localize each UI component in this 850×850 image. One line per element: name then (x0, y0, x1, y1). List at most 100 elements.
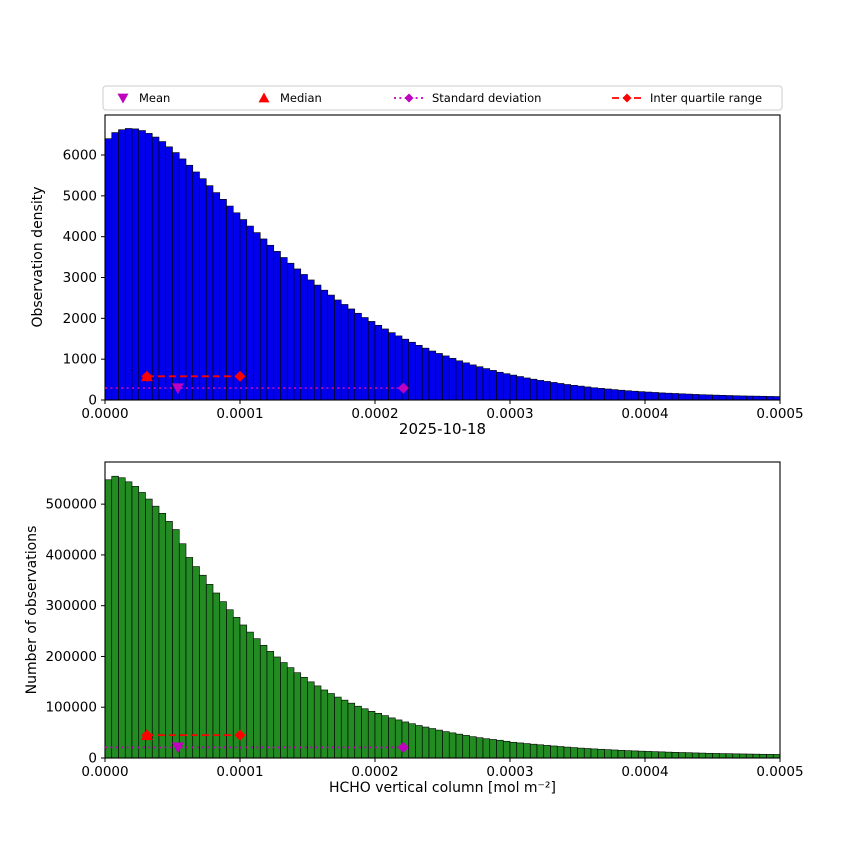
histogram-bar (111, 132, 119, 401)
histogram-bar (415, 725, 423, 759)
histogram-bar (502, 373, 511, 401)
x-tick-label: 0.0005 (756, 764, 803, 780)
legend-entry: Inter quartile range (612, 91, 762, 105)
histogram-bar (475, 737, 484, 759)
histogram-bar (381, 715, 389, 759)
histogram-bar (496, 371, 504, 401)
histogram-bar (212, 592, 221, 759)
histogram-bar (286, 262, 295, 401)
histogram-bar (354, 312, 362, 401)
histogram-bar (556, 383, 565, 401)
histogram-bar (185, 557, 194, 759)
x-tick-label: 0.0004 (621, 764, 668, 780)
histogram-bar (246, 631, 254, 759)
histogram-bar (253, 638, 261, 759)
median-marker (140, 729, 153, 740)
histogram-bar (671, 393, 680, 401)
top-histogram-bars (104, 128, 781, 401)
histogram-bar (705, 752, 713, 759)
histogram-bar (347, 702, 356, 759)
x-tick-label: 0.0005 (756, 406, 803, 422)
histogram-bar (718, 753, 727, 759)
iqr-marker (234, 729, 246, 741)
histogram-bar (280, 662, 288, 759)
histogram-bar (145, 133, 153, 401)
histogram-bar (361, 708, 369, 759)
y-tick-label: 4000 (63, 229, 97, 245)
histogram-bar (462, 362, 470, 401)
histogram-bar (111, 475, 119, 759)
histogram-bar (334, 696, 342, 759)
top-stat-markers (105, 370, 409, 395)
y-tick-label: 0 (88, 393, 97, 409)
histogram-bar (442, 355, 450, 401)
histogram-bar (138, 130, 146, 401)
histogram-bar (536, 744, 545, 759)
histogram-bar (442, 731, 450, 759)
y-tick-label: 3000 (63, 270, 97, 286)
histogram-bar (651, 392, 659, 401)
histogram-bar (145, 498, 153, 759)
histogram-bar (570, 385, 578, 401)
histogram-bar (658, 751, 666, 759)
histogram-bar (570, 747, 578, 759)
histogram-bar (178, 158, 187, 401)
histogram-bar (516, 742, 524, 759)
histogram-bar (421, 726, 430, 759)
histogram-bar (313, 685, 322, 759)
histogram-bar (192, 566, 200, 759)
histogram-bar (482, 368, 491, 401)
histogram-bar (435, 353, 443, 401)
histogram-bar (455, 360, 464, 401)
histogram-bar (685, 752, 693, 759)
histogram-bar (752, 395, 761, 401)
histogram-bar (104, 479, 113, 759)
legend-label: Inter quartile range (650, 91, 762, 105)
y-tick-label: 100000 (45, 700, 97, 716)
histogram-bar (489, 370, 497, 401)
histogram-bar (205, 185, 214, 401)
histogram-bar (664, 751, 673, 759)
y-tick-label: 0 (88, 751, 97, 767)
histogram-bar (124, 481, 133, 759)
histogram-bar (739, 395, 747, 401)
histogram-bar (428, 350, 437, 401)
histogram-bar (644, 751, 653, 759)
bottom-histogram: 0.0000 0.0001 0.0002 0.0003 0.0004 0.0005 0 100… (45, 461, 804, 780)
iqr-marker (234, 370, 246, 382)
std-marker (397, 382, 409, 394)
top-y-ticks: 0 1000 2000 3000 4000 5000 6000 (63, 148, 105, 409)
histogram-bar (381, 328, 389, 401)
histogram-bar (151, 136, 160, 401)
histogram-bar (178, 543, 187, 759)
bottom-x-ticks: 0.0000 0.0001 0.0002 0.0003 0.0004 0.0005 (81, 758, 804, 780)
histogram-bar (664, 392, 673, 401)
histogram-bar (705, 394, 713, 401)
histogram-bar (637, 391, 646, 401)
histogram-bar (550, 382, 558, 401)
histogram-bar (509, 741, 518, 759)
histogram-bar (597, 748, 605, 759)
bottom-y-ticks: 0 100000 200000 300000 400000 500000 (45, 497, 105, 767)
histogram-bar (455, 733, 464, 759)
histogram-bar (388, 332, 396, 401)
legend: Mean Median Standard deviation Inter quarti… (102, 85, 783, 111)
histogram-bar (273, 251, 281, 401)
top-x-ticks: 0.0000 0.0001 0.0002 0.0003 0.0004 0.0005 (81, 400, 804, 422)
histogram-bar (739, 753, 747, 759)
histogram-bar (259, 644, 268, 759)
histogram-bar (165, 521, 173, 759)
histogram-bar (367, 710, 376, 759)
histogram-bar (658, 392, 666, 401)
histogram-bar (307, 279, 315, 401)
histogram-bar (556, 746, 565, 759)
histogram-bar (462, 735, 470, 759)
histogram-bar (334, 299, 342, 401)
histogram-bar (712, 753, 720, 759)
histogram-bar (118, 477, 126, 759)
histogram-bar (158, 512, 167, 759)
legend-entry: Standard deviation (394, 91, 541, 105)
histogram-bar (266, 651, 275, 759)
y-tick-label: 6000 (63, 148, 97, 164)
